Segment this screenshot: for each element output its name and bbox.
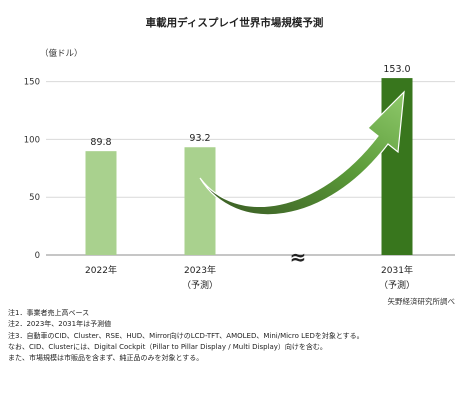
bar-chart: 車載用ディスプレイ世界市場規模予測 （億ドル） 0 50 100 150 89.8 20… xyxy=(24,16,456,306)
note-line: 注1．事業者売上高ベース xyxy=(8,309,90,317)
y-tick-label: 100 xyxy=(24,135,40,145)
note-line: なお、CID、Clusterには、Digital Cockpit（Pillar … xyxy=(8,342,327,351)
category-label: 2023年 xyxy=(184,264,216,276)
bars: 89.8 2022年 93.2 2023年 （予測） 153.0 2031年 （予測） xyxy=(85,64,415,291)
y-tick-label: 0 xyxy=(35,251,40,261)
y-tick-label: 50 xyxy=(29,193,40,203)
growth-arrow-icon xyxy=(199,90,405,216)
category-label: 2031年 xyxy=(381,264,413,276)
category-sublabel: （予測） xyxy=(182,279,218,291)
chart-title: 車載用ディスプレイ世界市場規模予測 xyxy=(146,16,324,29)
category-label: 2022年 xyxy=(85,264,117,276)
y-tick-label: 150 xyxy=(24,78,40,88)
note-line: 注2．2023年、2031年は予測値 xyxy=(8,320,112,329)
source-note: 矢野経済研究所調べ xyxy=(388,296,456,306)
bar xyxy=(184,147,216,255)
note-line: 注3．自動車のCID、Cluster、RSE、HUD、Mirror向けのLCD-… xyxy=(8,331,364,340)
category-sublabel: （予測） xyxy=(379,279,415,291)
value-label: 89.8 xyxy=(90,137,111,148)
y-axis-unit: （億ドル） xyxy=(40,48,83,59)
value-label: 93.2 xyxy=(189,133,210,144)
bar xyxy=(85,151,117,255)
note-line: また、市場規模は市販品を含まず、純正品のみを対象とする。 xyxy=(8,354,204,363)
footnotes: 注1．事業者売上高ベース 注2．2023年、2031年は予測値 注3．自動車のC… xyxy=(8,308,466,364)
axis-break-icon: ≈ xyxy=(290,245,307,269)
value-label: 153.0 xyxy=(383,64,410,75)
y-axis-ticks: 0 50 100 150 xyxy=(24,78,40,261)
